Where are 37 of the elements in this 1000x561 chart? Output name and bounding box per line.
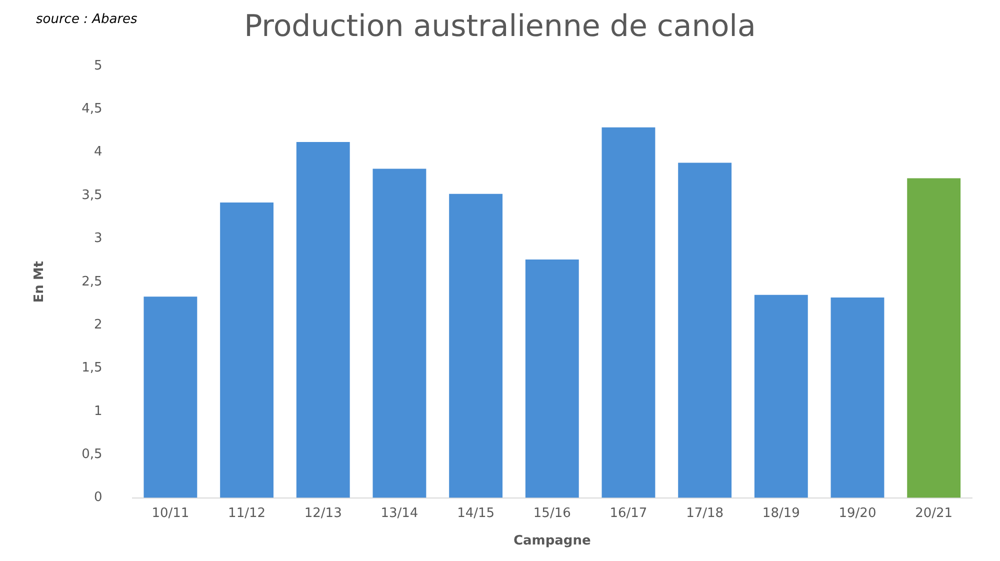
x-tick-label: 12/13 [304,506,342,521]
x-tick-label: 10/11 [152,506,190,521]
bar [602,127,656,498]
y-tick-label: 3,5 [82,188,102,203]
x-tick-label: 18/19 [762,506,800,521]
x-tick-label: 15/16 [533,506,571,521]
x-tick-label: 17/18 [686,506,724,521]
y-tick-label: 2,5 [82,274,102,290]
bar [754,294,808,498]
bar [830,297,884,498]
x-tick-label: 20/21 [915,506,953,521]
source-note: source : Abares [36,12,138,27]
x-axis-title: Campagne [513,534,591,549]
y-tick-label: 1 [94,404,102,419]
bar [449,194,503,498]
y-tick-label: 3 [94,231,102,246]
bar [525,259,579,498]
bar [372,168,426,498]
bar [220,202,274,498]
y-axis-title: En Mt [32,260,48,303]
y-tick-label: 0 [94,490,102,506]
bar [678,162,732,498]
x-tick-label: 11/12 [228,506,266,521]
bar [907,178,961,498]
bar [296,142,350,498]
y-tick-label: 4 [94,144,102,160]
y-tick-label: 2 [94,317,102,332]
chart-title: Production australienne de canola [244,8,756,44]
x-tick-label: 14/15 [457,506,495,521]
bar [144,296,198,498]
x-tick-label: 13/14 [380,506,418,521]
y-tick-label: 5 [94,58,102,74]
x-tick-label: 19/20 [838,506,876,521]
y-tick-label: 0,5 [82,446,102,462]
x-tick-label: 16/17 [610,506,648,521]
y-tick-label: 1,5 [82,360,102,376]
y-tick-label: 4,5 [82,102,102,117]
